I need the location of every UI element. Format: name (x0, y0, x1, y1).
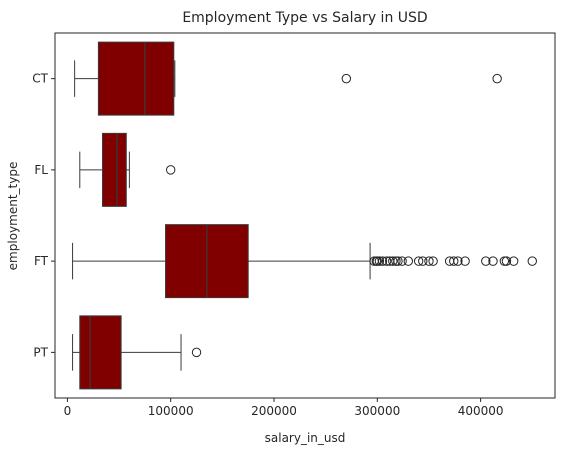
x-tick-label: 400000 (458, 404, 504, 418)
iqr-box (79, 315, 122, 390)
outlier-point (381, 256, 392, 266)
y-tick-label: FT (34, 254, 49, 268)
outlier-point (460, 256, 470, 266)
outlier-point (527, 256, 537, 266)
outlier-point (413, 256, 424, 266)
outlier-point (393, 256, 403, 266)
iqr-box (102, 132, 127, 207)
outlier-point (492, 73, 502, 84)
axes-frame (54, 32, 556, 399)
y-tick-label: CT (32, 72, 48, 86)
box-group-ct (74, 41, 502, 116)
x-tick-label: 200000 (251, 404, 297, 418)
outlier-point (501, 256, 512, 266)
chart-title: Employment Type vs Salary in USD (182, 10, 427, 26)
outlier-point (397, 256, 407, 266)
y-axis-ticks: CT FL FT PT (32, 72, 55, 359)
outlier-point (341, 73, 352, 84)
plot-area (72, 41, 537, 390)
outlier-point (428, 256, 438, 266)
box-group-pt (72, 315, 202, 390)
x-tick-label: 300000 (354, 404, 400, 418)
outlier-point (191, 347, 202, 358)
outlier-point (488, 256, 498, 266)
outlier-point (403, 256, 414, 266)
y-tick-label: FL (34, 163, 48, 177)
outlier-point (424, 256, 434, 266)
outlier-point (481, 256, 491, 266)
outlier-point (377, 256, 388, 266)
x-axis-ticks: 0 100000 200000 300000 400000 (64, 398, 504, 418)
x-tick-label: 100000 (148, 404, 194, 418)
box-group-ft (72, 224, 537, 299)
y-axis-label: employment_type (6, 162, 20, 271)
box-group-fl (79, 132, 176, 207)
x-axis-label: salary_in_usd (265, 431, 346, 445)
x-tick-label: 0 (64, 404, 72, 418)
outlier-point (388, 256, 398, 266)
iqr-box (97, 41, 175, 116)
outlier-point (166, 165, 176, 175)
outlier-point (508, 256, 519, 266)
outlier-point (453, 256, 463, 266)
outlier-point (418, 256, 428, 266)
outlier-point (374, 256, 385, 266)
outlier-point (449, 256, 459, 266)
y-tick-label: PT (33, 345, 48, 359)
